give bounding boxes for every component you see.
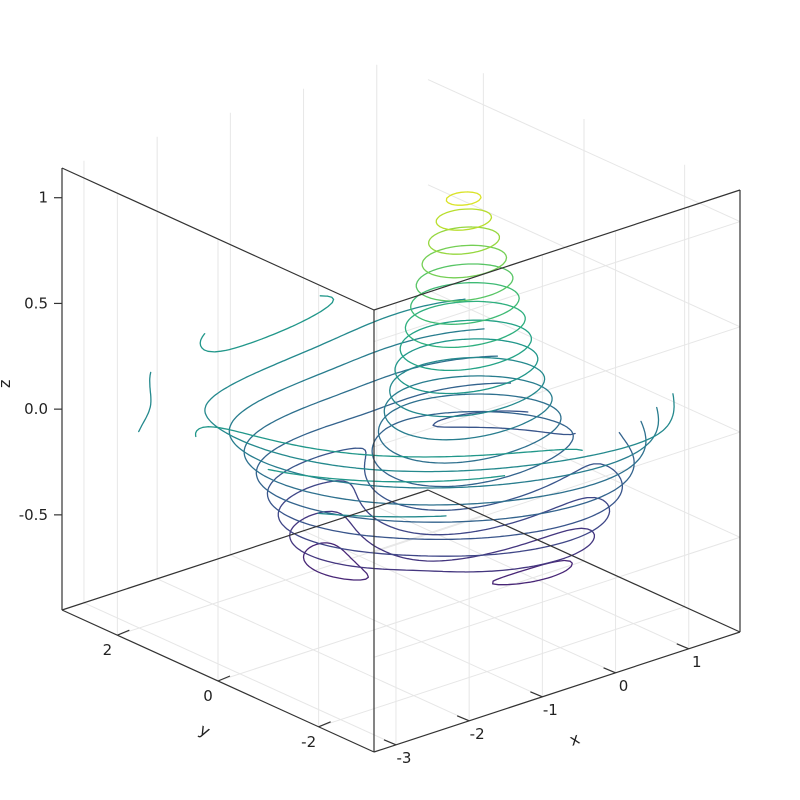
floor-grid-y <box>117 514 484 636</box>
wall-grid-z-left <box>373 221 741 343</box>
contour-level-line <box>427 226 501 255</box>
z-tick-label: 1 <box>38 189 48 207</box>
frame-edge <box>373 631 741 753</box>
z-tick-label: 0.0 <box>24 400 48 418</box>
z-tick-label: -0.5 <box>19 506 48 524</box>
y-tick-label: 0 <box>203 687 213 705</box>
wall-grid-z-left <box>373 536 741 658</box>
wall-grid-z-right <box>427 394 741 538</box>
floor-grid-y <box>318 606 685 728</box>
x-tick <box>603 667 616 674</box>
x-tick-label: -3 <box>396 749 411 767</box>
contour-level-line <box>194 295 583 483</box>
x-tick <box>383 739 397 746</box>
wall-grid-z-right <box>427 79 741 223</box>
contour-level-line <box>435 208 493 231</box>
frame-edge <box>427 489 741 633</box>
x-tick-label: -2 <box>470 725 485 743</box>
y-axis-label: y <box>196 720 213 741</box>
contour-level-line <box>289 510 596 573</box>
x-tick <box>676 643 689 650</box>
x-tick-label: -1 <box>543 701 558 719</box>
contour-level-line <box>404 300 526 349</box>
z-tick-label: 0.5 <box>24 294 48 312</box>
wall-grid-z-right <box>427 289 741 433</box>
contour-level-line <box>138 298 675 518</box>
contour-lines <box>138 191 675 586</box>
x-tick-label: 0 <box>619 677 629 695</box>
floor-grid-y <box>217 560 585 682</box>
y-tick-label: -2 <box>301 733 316 751</box>
y-tick <box>117 629 130 636</box>
x-tick <box>456 715 470 722</box>
grid-lines <box>83 64 741 746</box>
wall-grid-z-right <box>427 184 741 328</box>
frame-edge <box>373 189 741 311</box>
frame-edge <box>61 167 375 311</box>
x-axis-label: x <box>567 729 582 750</box>
contour-level-line <box>243 355 647 506</box>
y-tick <box>318 721 331 728</box>
x-tick <box>530 691 543 698</box>
z-axis-label: z <box>0 380 14 388</box>
contour-level-line <box>410 282 520 325</box>
tick-labels: -3 -2 -1 0 1 -2 0 2 -0.5 0.0 0.5 1 <box>19 189 702 767</box>
x-tick-label: 1 <box>692 653 702 671</box>
y-tick-label: 2 <box>103 641 113 659</box>
contour-level-line <box>445 191 482 206</box>
y-tick <box>217 675 231 682</box>
contour-level-line <box>277 480 611 557</box>
axis-frame <box>61 167 741 753</box>
tick-marks <box>54 197 689 746</box>
frame-edge <box>61 489 429 611</box>
wall-grid-z-left <box>373 326 741 448</box>
wall-grid-z-left <box>373 431 741 553</box>
